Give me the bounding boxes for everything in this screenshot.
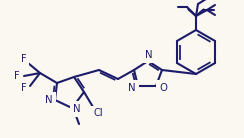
Text: O: O	[159, 83, 167, 93]
Text: Cl: Cl	[93, 108, 103, 118]
Text: F: F	[21, 83, 27, 93]
Text: N: N	[73, 104, 81, 114]
Text: N: N	[45, 95, 53, 105]
Text: F: F	[21, 54, 27, 64]
Text: F: F	[14, 71, 20, 81]
Text: N: N	[128, 83, 136, 93]
Text: N: N	[145, 50, 153, 60]
Text: N: N	[73, 104, 81, 114]
